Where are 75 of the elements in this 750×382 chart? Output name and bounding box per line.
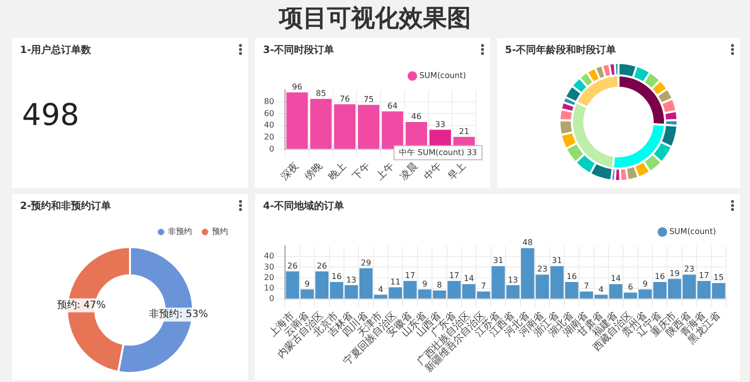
data-label: 9 <box>304 279 310 288</box>
x-tick-label: 傍晚 <box>302 160 325 183</box>
data-label: 14 <box>610 274 621 284</box>
data-label: 31 <box>552 256 562 266</box>
bar <box>358 104 380 149</box>
data-label: 26 <box>287 261 298 270</box>
chart-title: 4-不同地域的订单 <box>263 200 344 213</box>
data-label: 非预约: 53% <box>149 308 208 320</box>
data-label: 23 <box>537 264 548 274</box>
text: 项目可视化效果图 <box>279 4 471 32</box>
data-label: 17 <box>698 271 710 280</box>
chart-title: 3-不同时段订单 <box>263 44 334 57</box>
data-label: 64 <box>387 101 398 110</box>
data-label: 48 <box>522 238 533 248</box>
bar <box>286 92 308 149</box>
data-label: 11 <box>390 277 400 286</box>
data-label: 23 <box>684 264 694 274</box>
legend-label: SUM(count) <box>669 227 716 236</box>
data-label: 16 <box>654 272 665 282</box>
y-tick-label: 0 <box>269 294 274 304</box>
data-label: 33 <box>435 120 446 129</box>
x-tick-label: 中午 <box>422 160 444 183</box>
data-label: 9 <box>422 279 428 288</box>
data-label: 6 <box>628 282 634 292</box>
y-tick-label: 20 <box>264 272 274 282</box>
y-tick-label: 30 <box>264 262 274 272</box>
y-tick-label: 20 <box>264 132 274 142</box>
data-label: 14 <box>464 274 474 284</box>
text: 498 <box>22 98 80 133</box>
chart-title: 2-预约和非预约订单 <box>20 200 112 213</box>
data-label: 8 <box>436 280 442 290</box>
y-tick-label: 40 <box>264 252 274 261</box>
data-label: 16 <box>332 272 342 282</box>
data-label: 21 <box>458 126 470 136</box>
legend-label: 预约 <box>212 227 228 236</box>
text: 1-用户总订单数 <box>20 43 92 57</box>
x-tick-label: 深夜 <box>278 160 302 183</box>
y-tick-label: 60 <box>264 108 274 118</box>
data-label: 31 <box>493 256 504 266</box>
data-label: 46 <box>411 112 422 122</box>
data-label: 4 <box>598 284 604 294</box>
bar <box>334 104 356 149</box>
data-label: 4 <box>378 284 384 294</box>
y-tick-label: 80 <box>264 96 274 106</box>
legend-label: 非预约 <box>168 227 192 236</box>
y-tick-label: 0 <box>269 144 274 154</box>
chart-title: 5-不同年龄段和时段订单 <box>505 44 616 57</box>
bar <box>382 111 404 149</box>
x-tick-label: 早上 <box>445 160 468 183</box>
x-tick-label: 下午 <box>350 160 373 183</box>
data-label: 29 <box>360 258 372 268</box>
bar <box>310 98 332 149</box>
data-label: 75 <box>364 94 374 104</box>
data-label: 15 <box>714 273 724 282</box>
x-tick-label: 上午 <box>374 160 396 183</box>
y-tick-label: 10 <box>264 283 274 292</box>
data-label: 76 <box>340 94 350 104</box>
legend-label: SUM(count) <box>419 71 466 80</box>
data-label: 96 <box>292 82 302 92</box>
data-label: 19 <box>669 268 680 278</box>
data-label: 预约: 47% <box>57 299 106 311</box>
data-label: 16 <box>566 272 577 282</box>
data-label: 9 <box>642 279 648 288</box>
y-tick-label: 40 <box>264 120 274 130</box>
data-label: 7 <box>584 282 589 291</box>
data-label: 85 <box>316 88 326 98</box>
x-tick-label: 晚上 <box>326 160 349 183</box>
data-label: 13 <box>508 275 518 284</box>
data-label: 13 <box>346 275 356 284</box>
data-label: 17 <box>404 271 416 280</box>
data-label: 26 <box>316 261 328 270</box>
data-label: 7 <box>481 282 486 291</box>
annotation: 中午 SUM(count) 33 <box>399 148 478 157</box>
data-label: 17 <box>449 271 460 280</box>
x-tick-label: 凌晨 <box>398 160 420 183</box>
